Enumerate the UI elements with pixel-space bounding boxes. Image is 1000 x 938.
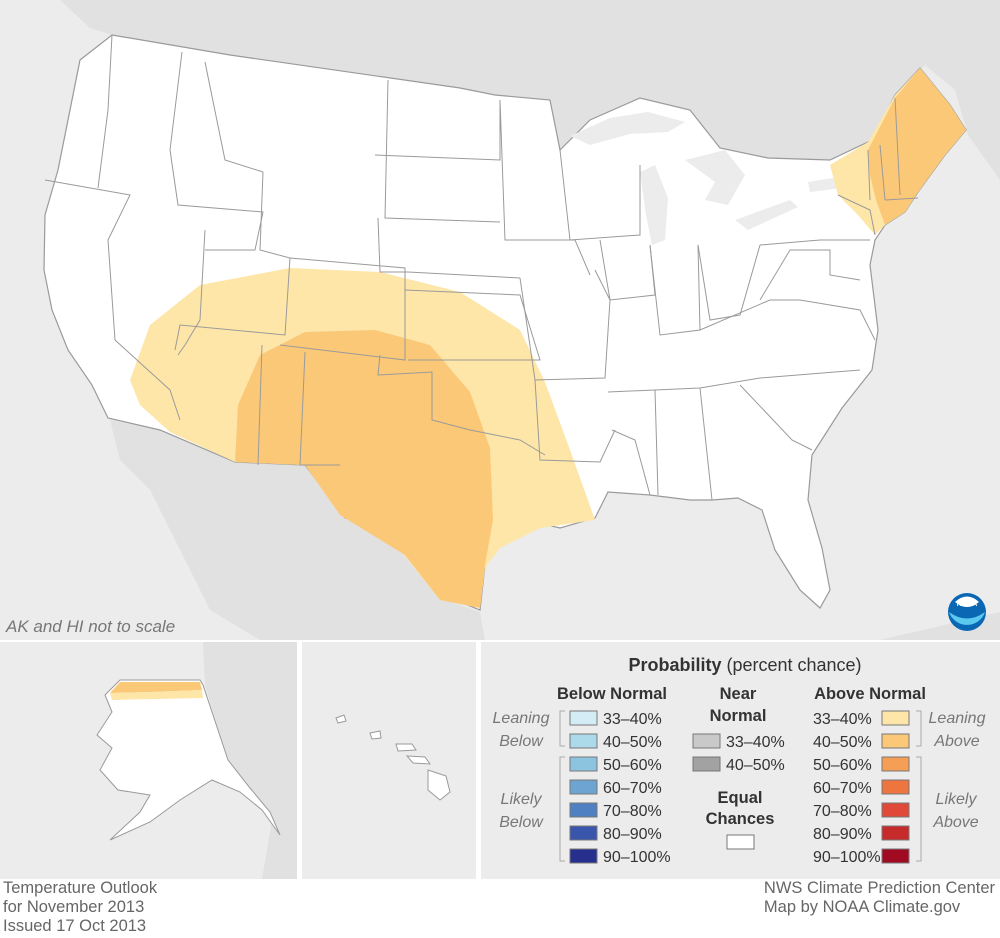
legend-above-swatch bbox=[881, 710, 910, 726]
caption-period: for November 2013 bbox=[3, 898, 145, 916]
noaa-logo: NOAA bbox=[948, 593, 986, 631]
map-caption: Temperature Outlook for November 2013 Is… bbox=[3, 879, 157, 936]
mexico-landmass bbox=[110, 420, 485, 640]
legend-below-swatch bbox=[569, 779, 598, 795]
credit-source: NWS Climate Prediction Center bbox=[763, 879, 995, 897]
legend-above-label: 90–100% bbox=[813, 849, 881, 866]
caption-title: Temperature Outlook bbox=[3, 879, 158, 897]
legend-below-swatch bbox=[569, 802, 598, 818]
legend-above-label: 80–90% bbox=[813, 826, 872, 843]
legend-below-label: 70–80% bbox=[603, 803, 662, 820]
legend-below-swatch bbox=[569, 825, 598, 841]
legend-above-label: 70–80% bbox=[813, 803, 872, 820]
legend-below-label: 33–40% bbox=[603, 711, 662, 728]
legend-near-swatch bbox=[692, 756, 721, 772]
legend-near-header-1: Near bbox=[720, 685, 757, 703]
legend-leaning-below-1: Leaning bbox=[493, 710, 550, 727]
lake-erie bbox=[735, 200, 798, 230]
legend-below-swatch bbox=[569, 756, 598, 772]
legend-likely-below-2: Below bbox=[499, 814, 544, 831]
legend-below-label: 60–70% bbox=[603, 780, 662, 797]
legend-leaning-below-2: Below bbox=[499, 733, 544, 750]
legend-below-label: 80–90% bbox=[603, 826, 662, 843]
legend-likely-above-1: Likely bbox=[936, 791, 978, 808]
legend-above-label: 60–70% bbox=[813, 780, 872, 797]
legend-title: Probability (percent chance) bbox=[628, 655, 861, 675]
legend-leaning-above-1: Leaning bbox=[929, 710, 986, 727]
legend-near-label: 33–40% bbox=[726, 734, 785, 751]
lake-michigan bbox=[640, 165, 668, 245]
legend-above-swatch bbox=[881, 825, 910, 841]
legend-panel: Probability (percent chance) Below Norma… bbox=[481, 642, 1000, 879]
legend-above-items: 33–40% 40–50% 50–60% 60–70% 70–80% 80–90% 90–1… bbox=[813, 710, 910, 866]
legend-brackets bbox=[559, 710, 922, 862]
lake-huron bbox=[685, 150, 745, 205]
legend-above-swatch bbox=[881, 733, 910, 749]
above-40-50-region-southwest bbox=[235, 330, 493, 608]
legend-likely-above-2: Above bbox=[932, 814, 978, 831]
svg-text:NOAA: NOAA bbox=[957, 601, 978, 608]
legend-above-swatch bbox=[881, 802, 910, 818]
legend-below-items: 33–40% 40–50% 50–60% 60–70% 70–80% 80–90% 90–1… bbox=[569, 710, 671, 866]
legend-near-label: 40–50% bbox=[726, 757, 785, 774]
legend-below-label: 50–60% bbox=[603, 757, 662, 774]
legend-above-label: 50–60% bbox=[813, 757, 872, 774]
legend-likely-below-1: Likely bbox=[501, 791, 543, 808]
lake-superior bbox=[570, 112, 685, 145]
legend-below-header: Below Normal bbox=[557, 685, 667, 703]
caption-issued: Issued 17 Oct 2013 bbox=[3, 917, 147, 935]
legend-above-header: Above Normal bbox=[814, 685, 926, 703]
credit-author: Map by NOAA Climate.gov bbox=[763, 898, 961, 916]
legend-near-items: 33–40% 40–50% bbox=[692, 733, 785, 774]
scale-note: AK and HI not to scale bbox=[5, 617, 175, 636]
legend-equal-swatch bbox=[726, 834, 755, 850]
alaska-inset bbox=[0, 642, 297, 879]
legend-near-header-2: Normal bbox=[710, 707, 767, 725]
legend-above-swatch bbox=[881, 848, 910, 864]
legend-above-swatch bbox=[881, 756, 910, 772]
above-40-50-region-northeast bbox=[868, 68, 966, 225]
legend-below-swatch bbox=[569, 710, 598, 726]
legend-equal-2: Chances bbox=[706, 810, 775, 828]
state-borders bbox=[44, 34, 919, 501]
legend-near-swatch bbox=[692, 733, 721, 749]
legend-below-label: 40–50% bbox=[603, 734, 662, 751]
map-credits: NWS Climate Prediction Center Map by NOA… bbox=[764, 879, 995, 917]
legend-leaning-above-2: Above bbox=[933, 733, 979, 750]
legend-below-swatch bbox=[569, 848, 598, 864]
legend-below-label: 90–100% bbox=[603, 849, 671, 866]
legend-above-label: 33–40% bbox=[813, 711, 872, 728]
map-svg: AK and HI not to scale NOAA Probability … bbox=[0, 0, 1000, 880]
legend-below-swatch bbox=[569, 733, 598, 749]
hawaii-inset bbox=[302, 642, 476, 879]
canada-landmass bbox=[60, 0, 1000, 180]
legend-above-label: 40–50% bbox=[813, 734, 872, 751]
legend-above-swatch bbox=[881, 779, 910, 795]
legend-equal-1: Equal bbox=[718, 789, 763, 807]
outlook-map: AK and HI not to scale NOAA Probability … bbox=[0, 0, 1000, 880]
